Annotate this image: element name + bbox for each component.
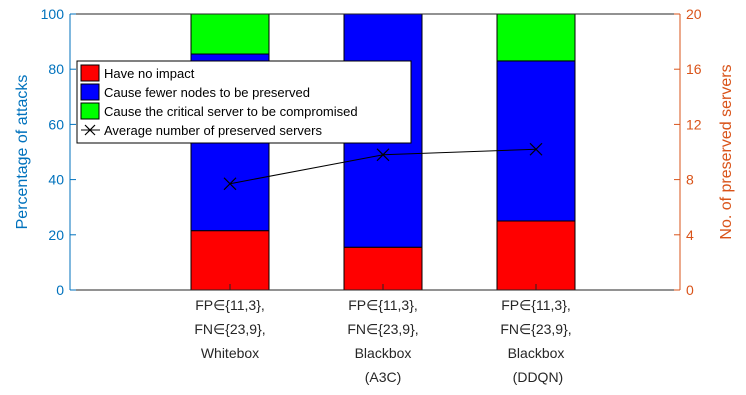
left-tick-label: 100 [41, 6, 65, 22]
category-label-line: FN∈{23,9}, [194, 321, 265, 337]
legend-label-4: Average number of preserved servers [104, 123, 322, 138]
right-tick-label: 8 [686, 172, 694, 188]
category-label-line: Whitebox [201, 345, 259, 361]
legend-label-1: Have no impact [104, 66, 195, 81]
right-tick-label: 16 [686, 61, 702, 77]
legend-swatch-1 [80, 64, 100, 82]
preserved-servers-marker [376, 148, 390, 162]
preserved-servers-marker [529, 142, 543, 156]
preserved-servers-marker [223, 177, 237, 191]
category-label-2: FP∈{11,3}, FN∈{23,9}, Blackbox (A3C) [347, 297, 418, 385]
right-tick-label: 12 [686, 116, 702, 132]
bar-3-category-3 [496, 13, 576, 62]
category-label-line: FN∈{23,9}, [347, 321, 418, 337]
category-label-1: FP∈{11,3}, FN∈{23,9}, Whitebox [194, 297, 265, 361]
legend-label-3: Cause the critical server to be compromi… [104, 104, 358, 119]
bar-1-category-2 [343, 246, 423, 291]
left-tick-label: 0 [56, 282, 64, 298]
category-label-line: FP∈{11,3}, [195, 297, 265, 313]
category-label-3: FP∈{11,3}, FN∈{23,9}, Blackbox (DDQN) [500, 297, 571, 385]
left-tick-label: 80 [48, 61, 64, 77]
legend-swatch-2 [80, 83, 100, 101]
left-tick-label: 40 [48, 172, 64, 188]
category-label-line: Blackbox [508, 345, 565, 361]
right-tick-label: 20 [686, 6, 702, 22]
legend-swatch-3 [80, 102, 100, 120]
category-label-line: Blackbox [355, 345, 412, 361]
y-axis-label-right: No. of preserved servers [718, 64, 735, 239]
bar-3-category-1 [190, 13, 270, 55]
left-tick-label: 60 [48, 116, 64, 132]
right-tick-label: 4 [686, 227, 694, 243]
left-tick-label: 20 [48, 227, 64, 243]
category-label-line: FP∈{11,3}, [348, 297, 418, 313]
y-axis-label-left: Percentage of attacks [14, 75, 31, 230]
bar-2-category-3 [496, 60, 576, 222]
category-label-line: (A3C) [365, 369, 402, 385]
category-label-line: FN∈{23,9}, [500, 321, 571, 337]
bar-1-category-1 [190, 230, 270, 291]
category-label-line: (DDQN) [509, 369, 563, 385]
right-tick-label: 0 [686, 282, 694, 298]
category-label-line: FP∈{11,3}, [501, 297, 571, 313]
legend-box [76, 60, 412, 144]
legend-marker-x [84, 124, 96, 136]
bar-1-category-3 [496, 220, 576, 291]
legend-label-2: Cause fewer nodes to be preserved [104, 85, 310, 100]
